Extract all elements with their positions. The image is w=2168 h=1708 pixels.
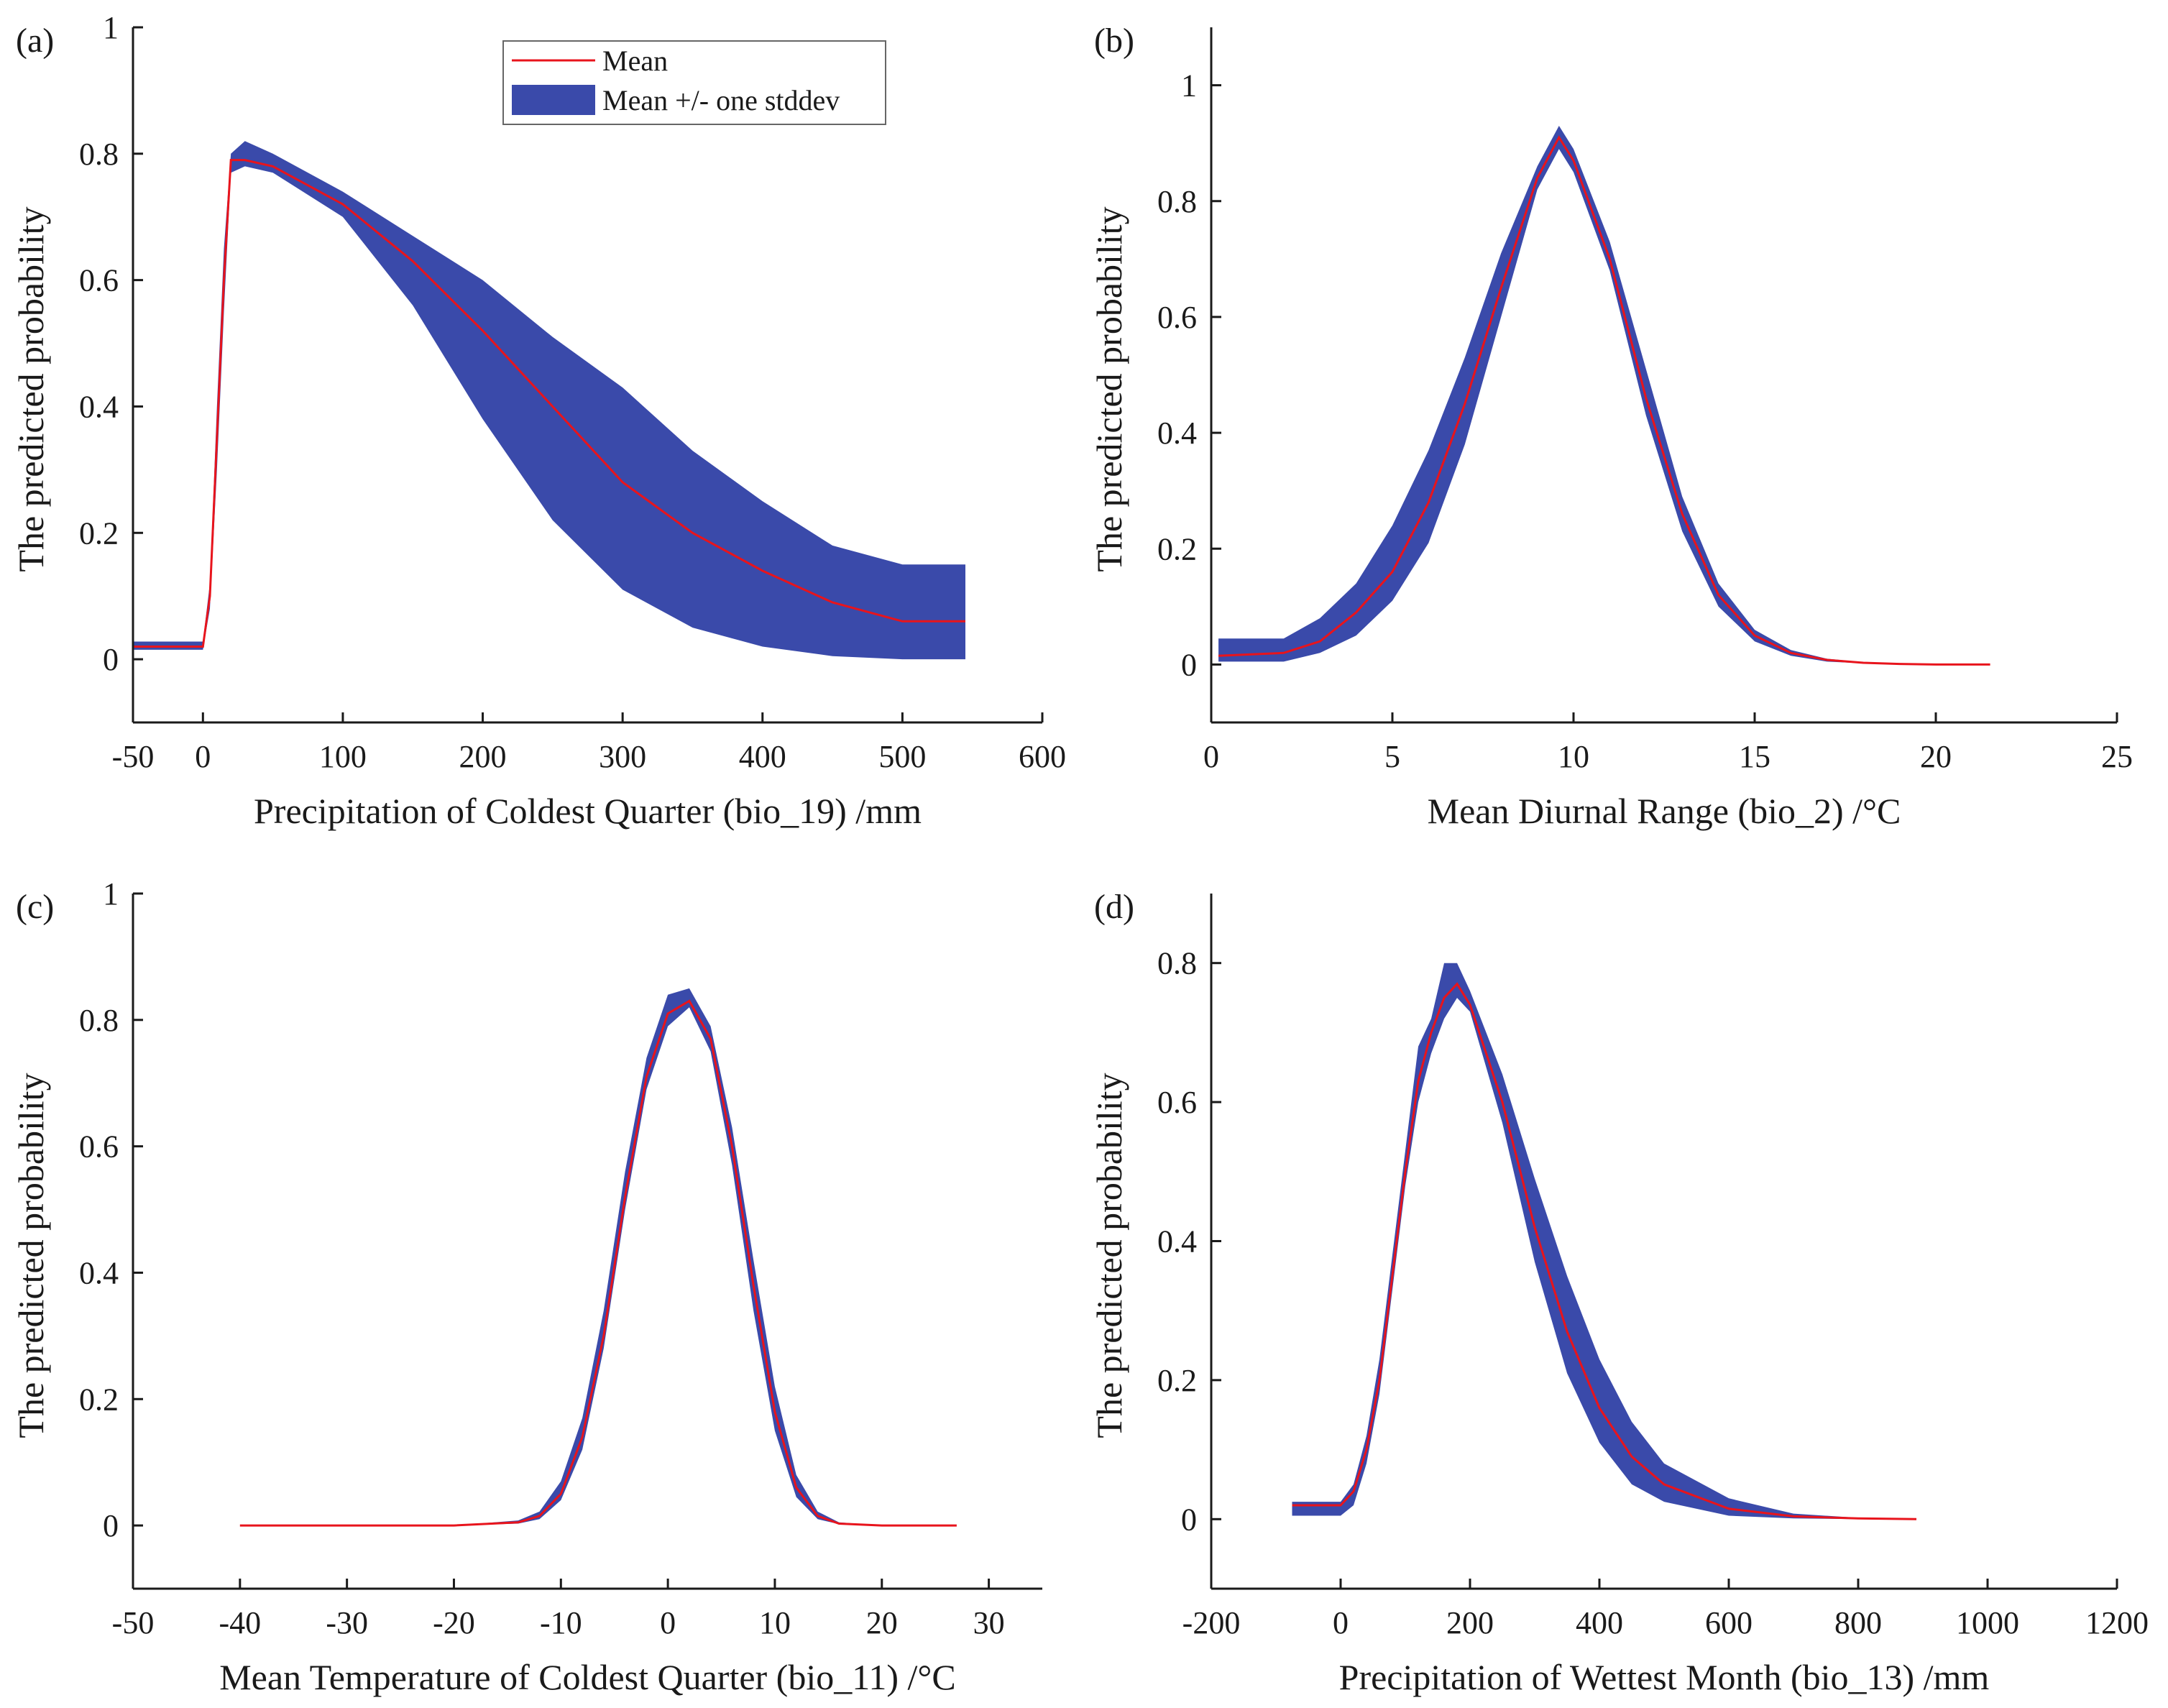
panel-label: (b) [1094, 22, 1134, 60]
stddev-band [1218, 126, 1990, 665]
legend-mean-label: Mean [602, 45, 668, 77]
y-tick-label: 0.4 [79, 389, 119, 424]
x-tick-label: 1200 [2085, 1605, 2149, 1640]
y-axis-title: The predicted probability [11, 206, 51, 571]
panel-d: -200 0 200 400 600 800 1000 1200 0 0.2 0.4 0.6 0.8 Pr… [1089, 888, 2149, 1697]
panel-c: -50 -40 -30 -20 -10 0 10 20 30 0 0.2 0.4 0.6 0.8 1 Mean… [11, 876, 1042, 1697]
x-tick-label: 15 [1739, 739, 1770, 774]
y-tick-label: 0.8 [79, 137, 119, 172]
y-tick-label: 0.2 [79, 1382, 119, 1417]
y-tick-label: 0.8 [79, 1003, 119, 1038]
x-tick-label: -200 [1182, 1605, 1241, 1640]
x-tick-label: 0 [1203, 739, 1219, 774]
x-tick-label: 30 [973, 1605, 1005, 1640]
x-tick-label: 100 [319, 739, 367, 774]
x-tick-label: 400 [1576, 1605, 1623, 1640]
y-tick-label: 0 [1181, 1502, 1197, 1537]
x-tick-label: 10 [1558, 739, 1589, 774]
legend-band-swatch [512, 85, 595, 115]
panel-label: (d) [1094, 888, 1134, 926]
legend: Mean Mean +/- one stddev [502, 40, 886, 125]
x-tick-label: 200 [1446, 1605, 1494, 1640]
x-tick-label: 5 [1384, 739, 1400, 774]
x-tick-label: 10 [759, 1605, 791, 1640]
y-tick-label: 0 [103, 642, 119, 677]
y-tick-label: 0.2 [1157, 1363, 1197, 1398]
panel-a: -50 0 100 200 300 400 500 600 0 0.2 0.4 0.6 0.8 1 Prec… [11, 10, 1066, 831]
x-tick-label: -10 [540, 1605, 582, 1640]
y-tick-label: 0 [1181, 647, 1197, 682]
x-tick-label: 20 [866, 1605, 898, 1640]
panel-b: 0 5 10 15 20 25 0 0.2 0.4 0.6 0.8 1 Mean Diurnal Ran… [1089, 22, 2133, 831]
x-tick-label: 600 [1019, 739, 1066, 774]
y-axis-title: The predicted probability [1089, 1073, 1129, 1438]
x-tick-label: 200 [459, 739, 507, 774]
x-tick-label: 300 [599, 739, 646, 774]
y-tick-label: 0.2 [1157, 531, 1197, 566]
y-tick-label: 0.6 [1157, 300, 1197, 335]
x-tick-label: 25 [2101, 739, 2133, 774]
mean-line [1218, 135, 1990, 666]
y-tick-label: 0.8 [1157, 184, 1197, 219]
x-tick-label: 0 [660, 1605, 676, 1640]
mean-line [239, 999, 957, 1527]
y-axis-title: The predicted probability [1089, 206, 1129, 571]
legend-band-label: Mean +/- one stddev [602, 84, 840, 116]
y-axis-title: The predicted probability [11, 1073, 51, 1438]
y-tick-label: 1 [1181, 68, 1197, 104]
y-tick-label: 1 [103, 876, 119, 912]
y-tick-label: 0.4 [1157, 415, 1197, 451]
stddev-band [1292, 963, 1916, 1520]
y-tick-label: 0.2 [79, 515, 119, 551]
panel-label: (a) [16, 22, 54, 60]
y-tick-label: 0.4 [1157, 1224, 1197, 1259]
x-tick-label: -20 [433, 1605, 475, 1640]
x-tick-label: 0 [195, 739, 211, 774]
x-axis-title: Precipitation of Coldest Quarter (bio_19… [254, 791, 922, 831]
x-tick-label: 1000 [1956, 1605, 2019, 1640]
stddev-band [239, 988, 957, 1526]
x-tick-label: -50 [112, 1605, 155, 1640]
x-axis-title: Mean Diurnal Range (bio_2) /°C [1428, 791, 1901, 831]
y-tick-label: 0 [103, 1508, 119, 1543]
x-tick-label: 400 [739, 739, 786, 774]
x-tick-label: 0 [1333, 1605, 1349, 1640]
x-tick-label: 20 [1920, 739, 1952, 774]
x-tick-label: 500 [878, 739, 926, 774]
x-tick-label: -50 [112, 739, 155, 774]
mean-line [133, 159, 965, 648]
y-tick-label: 1 [103, 10, 119, 45]
x-tick-label: 800 [1834, 1605, 1882, 1640]
x-tick-label: -30 [326, 1605, 368, 1640]
y-tick-label: 0.6 [1157, 1085, 1197, 1120]
panel-label: (c) [16, 888, 54, 926]
stddev-band [133, 141, 965, 660]
y-tick-label: 0.4 [79, 1255, 119, 1290]
y-tick-label: 0.6 [79, 1129, 119, 1165]
x-axis-title: Precipitation of Wettest Month (bio_13) … [1339, 1657, 1990, 1697]
y-tick-label: 0.6 [79, 263, 119, 298]
x-tick-label: -40 [219, 1605, 261, 1640]
x-tick-label: 600 [1705, 1605, 1753, 1640]
y-tick-label: 0.8 [1157, 946, 1197, 981]
mean-line [1292, 982, 1917, 1520]
x-axis-title: Mean Temperature of Coldest Quarter (bio… [219, 1657, 956, 1697]
